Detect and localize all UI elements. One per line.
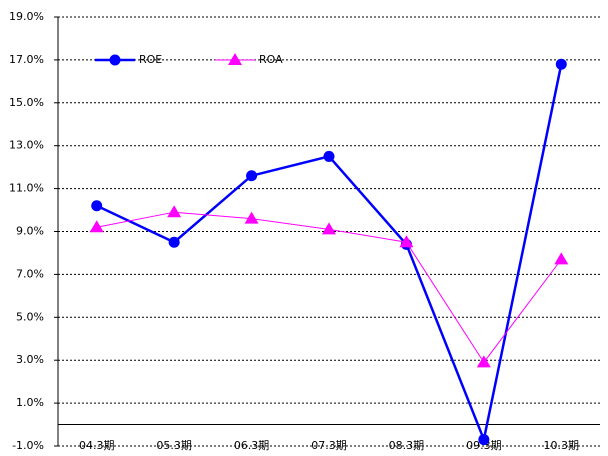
data-point xyxy=(244,211,259,224)
data-point xyxy=(399,235,414,248)
legend-marker xyxy=(109,54,121,66)
data-point xyxy=(323,150,335,162)
y-tick-label: 1.0% xyxy=(16,396,44,409)
data-point xyxy=(89,220,104,233)
y-tick-label: 7.0% xyxy=(16,267,44,280)
series-line xyxy=(96,211,562,364)
y-tick-label: 19.0% xyxy=(9,10,44,23)
data-point xyxy=(168,236,180,248)
y-tick-label: -1.0% xyxy=(12,439,44,452)
y-tick-label: 17.0% xyxy=(9,53,44,66)
x-tick-label: 05.3期 xyxy=(156,439,192,452)
x-tick-label: 06.3期 xyxy=(234,439,270,452)
data-point xyxy=(91,200,103,212)
y-tick-label: 9.0% xyxy=(16,225,44,238)
data-point xyxy=(322,222,336,235)
data-point xyxy=(554,252,569,265)
x-tick-label: 08.3期 xyxy=(389,439,425,452)
series-line xyxy=(96,63,563,444)
legend-label: ROA xyxy=(259,53,283,66)
y-tick-label: 5.0% xyxy=(16,310,44,323)
x-tick-label: 10.3期 xyxy=(544,439,580,452)
legend-label: ROE xyxy=(139,53,162,66)
data-point xyxy=(246,170,258,182)
data-point xyxy=(167,205,182,218)
x-tick-label: 07.3期 xyxy=(311,439,347,452)
y-tick-label: 13.0% xyxy=(9,139,44,152)
legend-marker xyxy=(228,53,242,65)
data-point xyxy=(555,58,567,70)
x-tick-label: 09.3期 xyxy=(466,439,502,452)
data-point xyxy=(478,434,490,446)
y-tick-label: 15.0% xyxy=(9,96,44,109)
y-tick-label: 11.0% xyxy=(9,182,44,195)
data-point xyxy=(476,355,491,368)
y-tick-label: 3.0% xyxy=(16,353,44,366)
x-tick-label: 04.3期 xyxy=(79,439,115,452)
